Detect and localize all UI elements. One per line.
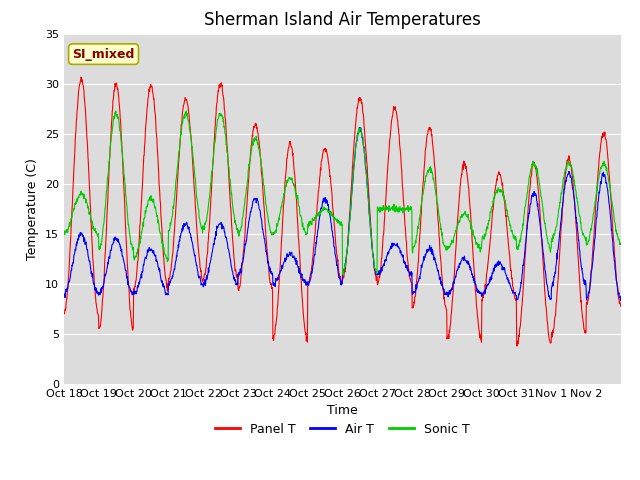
Text: SI_mixed: SI_mixed [72, 48, 135, 60]
Title: Sherman Island Air Temperatures: Sherman Island Air Temperatures [204, 11, 481, 29]
Legend: Panel T, Air T, Sonic T: Panel T, Air T, Sonic T [210, 418, 475, 441]
X-axis label: Time: Time [327, 405, 358, 418]
Y-axis label: Temperature (C): Temperature (C) [26, 158, 40, 260]
